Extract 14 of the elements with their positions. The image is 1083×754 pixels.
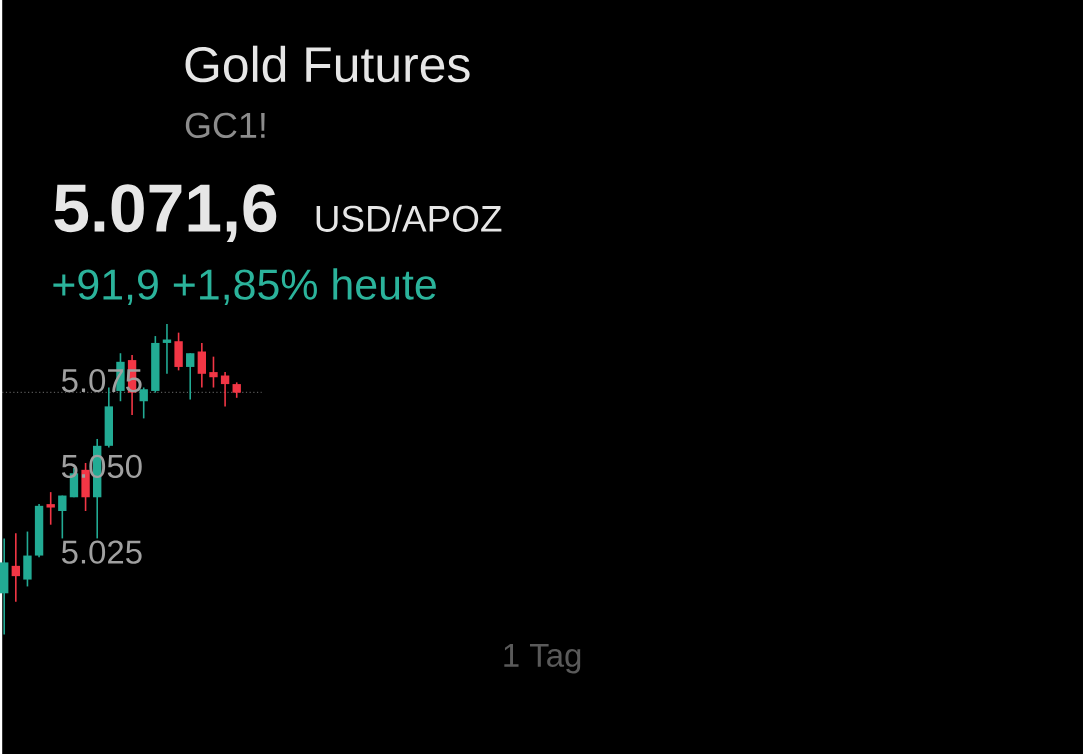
text: 1 Tag bbox=[504, 643, 581, 674]
annotation: 5.071,6 bbox=[54, 183, 277, 242]
candlestick bbox=[46, 491, 55, 526]
text: Gold Futures bbox=[185, 45, 470, 83]
text: GC1! bbox=[185, 112, 265, 138]
candlestick bbox=[58, 494, 67, 539]
y-tick-label: 5.025 bbox=[61, 540, 142, 564]
candlestick bbox=[186, 352, 195, 401]
candlestick bbox=[11, 532, 20, 603]
candlestick bbox=[197, 341, 207, 389]
candlestick bbox=[23, 530, 32, 587]
candlestick bbox=[209, 355, 218, 389]
text: USD/APOZ bbox=[316, 204, 502, 232]
annotation: +91,9 +1,85% heute bbox=[53, 268, 436, 305]
